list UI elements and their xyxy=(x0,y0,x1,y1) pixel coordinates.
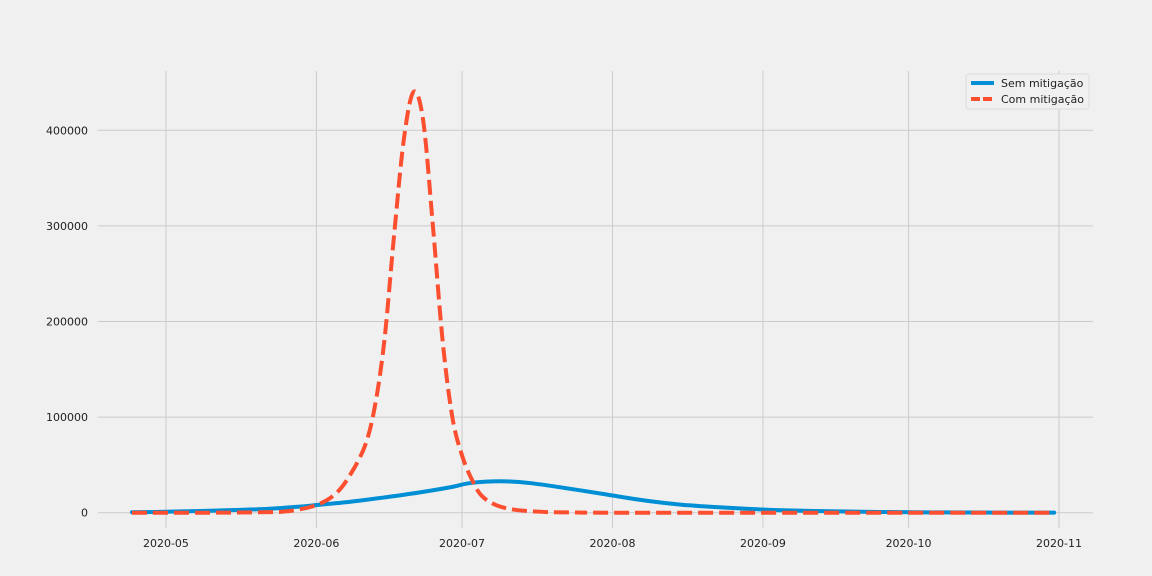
x-tick-label: 2020-08 xyxy=(590,537,636,550)
x-tick-label: 2020-09 xyxy=(740,537,786,550)
x-tick-label: 2020-10 xyxy=(886,537,932,550)
y-tick-label: 200000 xyxy=(46,315,88,328)
legend-box xyxy=(965,73,1090,110)
legend-label-1: Sem mitigação xyxy=(1001,77,1084,90)
x-tick-label: 2020-06 xyxy=(293,537,339,550)
x-tick-label: 2020-11 xyxy=(1036,537,1082,550)
series-lines xyxy=(129,89,1057,515)
series-line-2 xyxy=(131,89,1055,515)
x-tick-label: 2020-07 xyxy=(439,537,485,550)
legend-label-2: Com mitigação xyxy=(1001,93,1084,106)
tick-labels: 2020-05 2020-06 2020-07 2020-08 2020-09 2020-… xyxy=(46,124,1082,550)
y-tick-label: 100000 xyxy=(46,411,88,424)
y-tick-label: 0 xyxy=(81,507,88,520)
y-tick-label: 400000 xyxy=(46,124,88,137)
legend: Sem mitigação Com mitigação xyxy=(965,73,1090,110)
y-tick-label: 300000 xyxy=(46,220,88,233)
x-tick-label: 2020-05 xyxy=(143,537,189,550)
